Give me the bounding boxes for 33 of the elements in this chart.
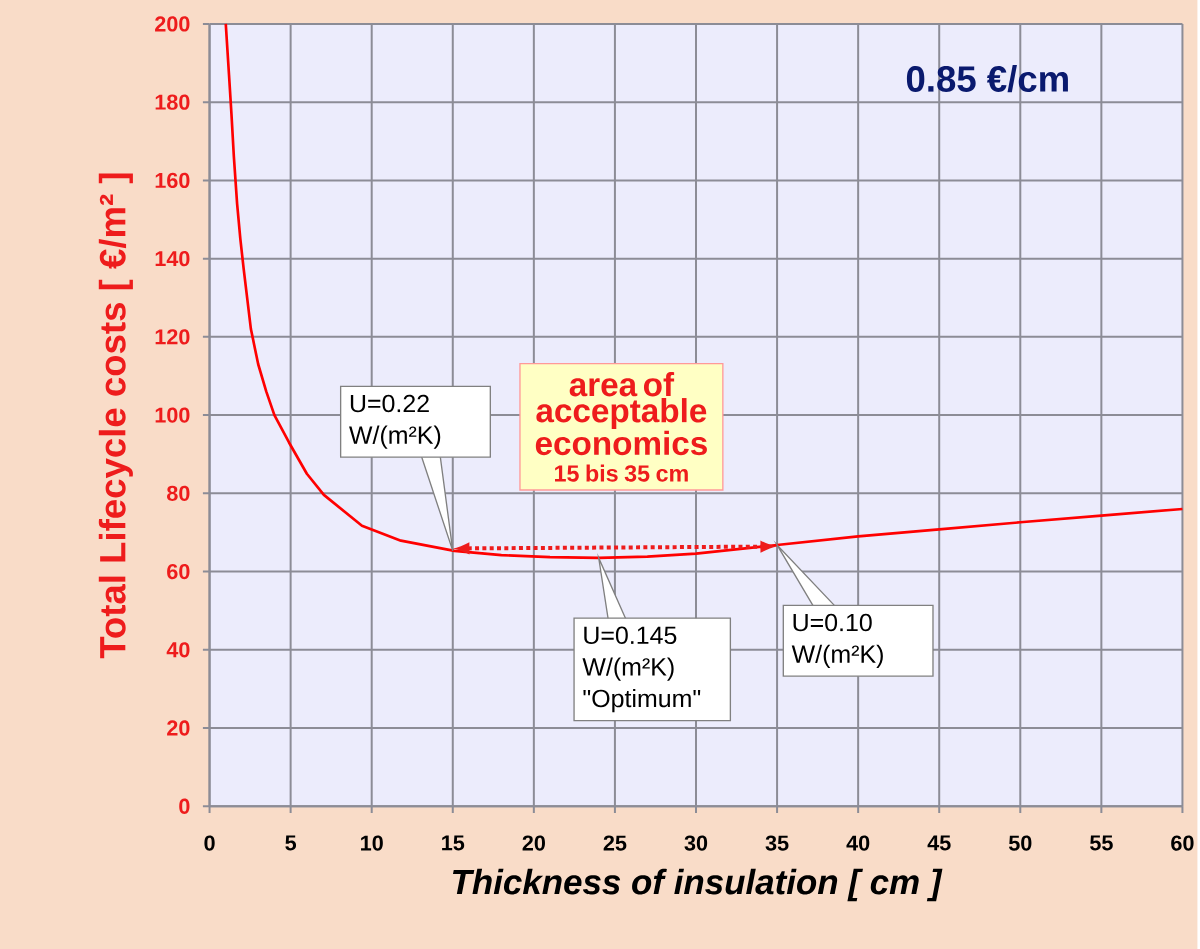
y-tick-label: 20 [167,720,190,736]
annotation: area of acceptable economics [535,372,707,456]
y-tick-label: 60 [167,563,190,580]
y-tick-label: 120 [155,329,190,345]
y-tick-label: 160 [155,172,190,189]
x-tick-label: 35 [765,835,789,851]
annotation: U=0.22 W/(m²K) [349,394,441,449]
annotation: 15 bis 35 cm [555,464,688,482]
y-tick-label: 40 [166,642,190,658]
x-tick-label: 45 [927,835,951,851]
y-tick-label: 140 [155,251,190,267]
text: 0.85 €/cm [906,65,1068,93]
line-series [224,22,1184,560]
x-tick-label: 40 [846,835,870,851]
x-tick-label: 50 [1008,835,1032,851]
x-tick-label: 20 [522,835,545,851]
x-tick-label: 25 [603,835,627,851]
x-tick-label: 55 [1090,835,1113,851]
y-tick-label: 200 [155,16,190,32]
x-tick-label: 30 [684,835,708,851]
y-tick-label: 100 [155,407,190,423]
x-tick-label: 15 [442,835,465,851]
x-tick-label: 10 [361,835,383,851]
x-tick-label: 60 [1171,835,1194,851]
y-tick-label: 0 [179,798,190,814]
annotation: U=0.10 W/(m²K) [791,613,883,668]
y-tick-label: 80 [167,485,190,502]
x-axis-title: Thickness of insulation [ cm ] [453,868,943,902]
y-tick-label: 180 [155,94,190,110]
x-tick-label: 5 [285,835,297,851]
x-tick-label: 0 [204,835,215,851]
y-axis-title: Total Lifecycle costs [ €/m² ] [98,173,133,659]
annotation: U=0.145 W/(m²K) "Optimum" [582,626,701,713]
